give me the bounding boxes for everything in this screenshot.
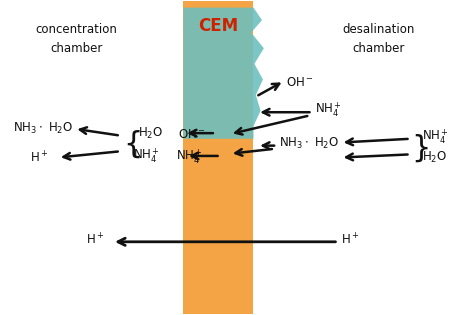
Text: {: { — [123, 130, 142, 159]
Bar — [183, 1, 254, 314]
Text: H$_2$O: H$_2$O — [422, 150, 447, 165]
Text: OH$^-$: OH$^-$ — [178, 128, 206, 140]
Text: OH$^-$: OH$^-$ — [286, 76, 314, 89]
Text: NH$_4^+$: NH$_4^+$ — [176, 147, 203, 166]
Text: H$^+$: H$^+$ — [30, 151, 48, 166]
Polygon shape — [183, 8, 264, 139]
Text: H$^+$: H$^+$ — [86, 232, 105, 248]
Text: NH$_3\cdot$ H$_2$O: NH$_3\cdot$ H$_2$O — [279, 136, 339, 151]
Text: H$^+$: H$^+$ — [341, 232, 359, 248]
Text: desalination: desalination — [342, 23, 415, 36]
Text: chamber: chamber — [51, 42, 103, 55]
Text: NH$_3\cdot$ H$_2$O: NH$_3\cdot$ H$_2$O — [13, 121, 73, 136]
Text: }: } — [411, 134, 431, 163]
Text: H$_2$O: H$_2$O — [138, 126, 163, 141]
Text: NH$_4^+$: NH$_4^+$ — [315, 100, 342, 118]
Text: chamber: chamber — [352, 42, 404, 55]
Text: NH$_4^+$: NH$_4^+$ — [422, 127, 449, 146]
Text: CEM: CEM — [198, 17, 238, 35]
Text: concentration: concentration — [36, 23, 118, 36]
Text: NH$_4^+$: NH$_4^+$ — [133, 146, 160, 165]
